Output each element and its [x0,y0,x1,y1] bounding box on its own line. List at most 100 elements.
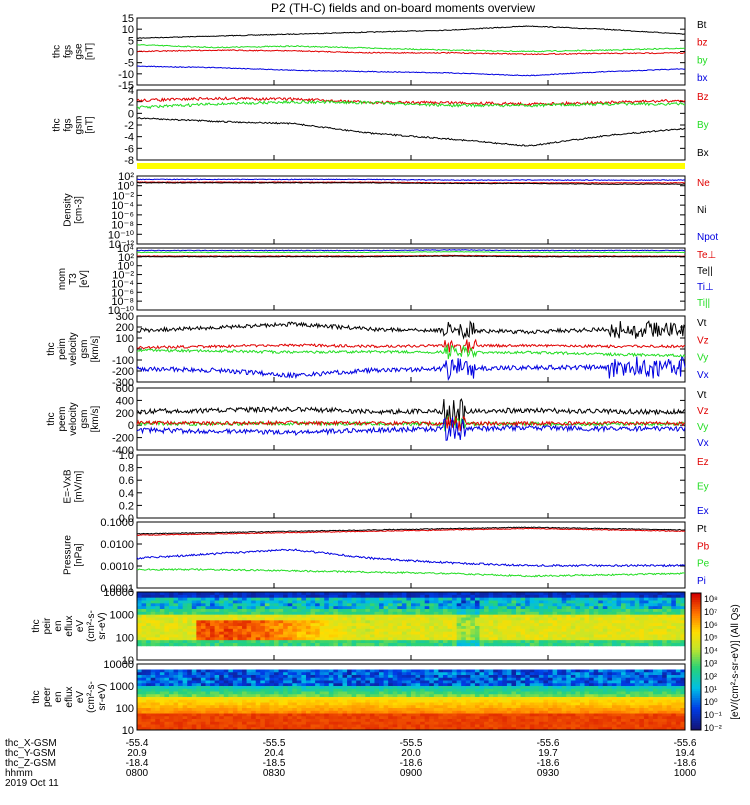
series-bx [137,66,685,76]
quality-flag-bar [137,163,685,169]
y-axis-label: en [53,620,64,631]
x-tick-label: 0900 [400,768,423,779]
y-axis-label: [mV/m] [74,470,85,502]
x-axis-date: 2019 Oct 11 [5,778,59,789]
series-vt-peim [137,321,685,339]
legend-entry: Ey [697,482,709,493]
y-axis-label: (cm²-s- [86,681,97,713]
colorbar-tick-label: 10⁶ [704,620,718,630]
panel-frame [137,176,685,244]
legend-entry: Pe [697,559,710,570]
series-bt [137,26,685,39]
legend-entry: Ti|| [697,298,710,309]
y-axis-label: [nT] [85,116,96,133]
legend-entry: by [697,55,708,66]
y-tick-label: 4 [128,85,134,97]
y-axis-label: Density [63,193,74,226]
x-tick-label: 1000 [674,768,697,779]
plot-title: P2 (TH-C) fields and on-board moments ov… [271,1,535,15]
y-axis-label: [nPa] [74,543,85,567]
y-tick-label: 1000 [110,681,134,693]
x-tick-label: 0930 [537,768,560,779]
legend-entry: Bx [697,148,709,159]
y-tick-label: -200 [112,433,134,445]
colorbar-tick-label: 10² [704,671,717,681]
legend-entry: Ex [697,506,709,517]
y-tick-label: -2 [124,120,134,132]
y-tick-label: 0 [128,108,134,120]
x-tick-label: 0830 [263,768,286,779]
series-ti-par [137,252,685,253]
y-tick-label: 100 [116,703,134,715]
colorbar-tick-label: 10⁰ [704,697,718,707]
y-tick-label: 0.2 [119,500,134,512]
y-tick-label: 0.0100 [100,539,134,551]
y-tick-label: 0.0010 [100,561,134,573]
legend-entry: Npot [697,232,718,243]
legend-entry: Vt [697,390,707,401]
legend-entry: Ne [697,178,710,189]
series-by-gsm [137,101,685,109]
y-axis-label: thc [52,45,63,58]
y-axis-label: thc [52,118,63,131]
legend-entry: Te|| [697,266,713,277]
y-axis-label: eV [75,691,86,704]
spectrogram-peir [137,592,685,646]
colorbar-tick-label: 10³ [704,659,717,669]
y-axis-label: eflux [64,615,75,636]
colorbar-tick-label: 10⁸ [704,594,718,604]
y-axis-label: [nT] [85,43,96,60]
legend-entry: Ez [697,457,709,468]
series-ti-perp [137,250,685,251]
y-tick-label: 10 [122,725,134,737]
legend-entry: Vt [697,318,707,329]
legend-entry: Vz [697,406,709,417]
y-axis-label: peer [42,686,53,707]
colorbar-tick-label: 10⁴ [704,646,718,656]
legend-entry: Vz [697,335,709,346]
y-axis-label: [eV] [79,270,90,288]
y-axis-label: peir [42,617,53,634]
colorbar-tick-label: 10⁻¹ [704,710,722,720]
y-tick-label: -6 [124,143,134,155]
y-axis-label: Pressure [63,535,74,575]
panel-frame [137,388,685,450]
series-vx-peem [137,417,685,440]
y-tick-label: 200 [116,408,134,420]
y-tick-label: 400 [116,395,134,407]
y-tick-label: 0.8 [119,463,134,475]
y-axis-label: fgs [63,118,74,131]
y-axis-label: [cm-3] [74,196,85,224]
y-axis-label: [km/s] [90,335,101,362]
y-axis-label: [km/s] [90,405,101,432]
y-tick-label: 100 [116,632,134,644]
colorbar-label: [eV/(cm²-s-sr-eV)] (All Qs) [730,604,741,720]
y-axis-label: eflux [64,686,75,707]
legend-entry: Pb [697,541,710,552]
y-axis-label: gse [74,43,85,60]
series-pi [137,549,685,566]
legend-entry: By [697,120,709,131]
y-axis-label: velocity [68,332,79,365]
legend-entry: Te⊥ [697,250,716,261]
y-tick-label: 10000 [103,587,134,599]
y-tick-label: 10000 [103,659,134,671]
y-axis-label: sr-eV) [97,612,108,639]
series-te-par [137,256,685,257]
series-npot [137,179,685,180]
x-tick-label: 0800 [126,768,149,779]
y-axis-label: velocity [68,402,79,435]
y-axis-label: gsm [79,410,90,429]
panel-frame [137,18,685,85]
y-axis-label: peem [57,406,68,431]
panel-frame [137,316,685,382]
legend-entry: Vy [697,422,708,433]
y-axis-label: thc [31,690,42,703]
y-tick-label: 0.6 [119,475,134,487]
y-axis-label: T3 [68,273,79,285]
